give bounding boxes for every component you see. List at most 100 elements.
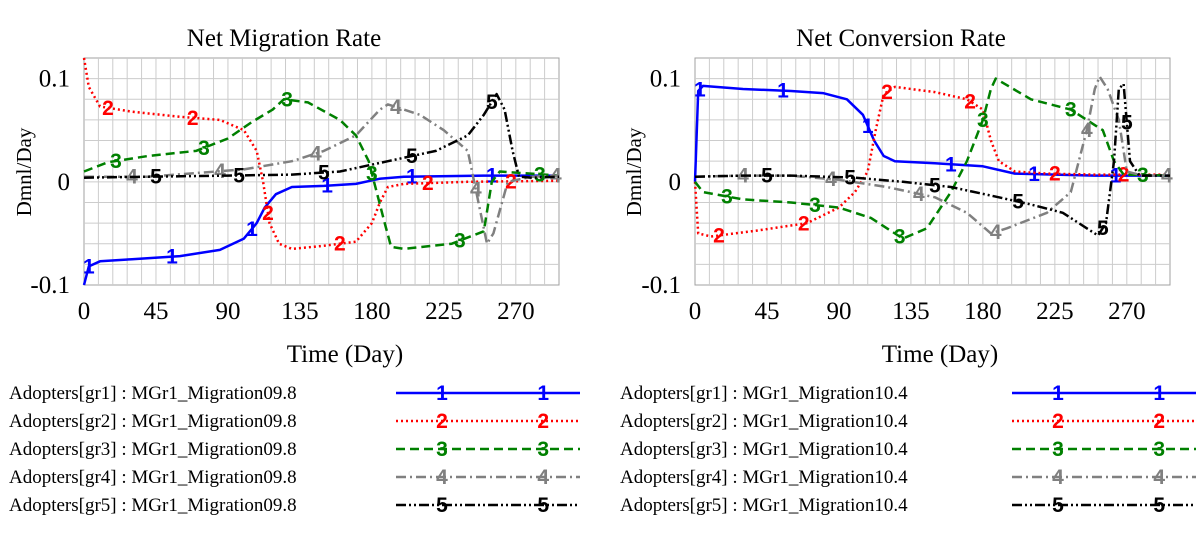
series-marker-4: 4 [825, 168, 837, 191]
series-line-5 [83, 92, 560, 179]
x-tick-label: 90 [826, 298, 851, 325]
legend-marker: 5 [1153, 494, 1165, 517]
series-marker-5: 5 [318, 162, 330, 185]
x-tick-label: 135 [892, 298, 930, 325]
series-marker-2: 2 [422, 172, 434, 195]
legend-marker: 1 [1153, 382, 1165, 405]
series-marker-1: 1 [406, 166, 418, 189]
legend-left: Adopters[gr1] : MGr1_Migration09.8 1 1 Adop… [9, 382, 580, 517]
x-axis-label: Time (Day) [882, 341, 998, 368]
legend-marker: 5 [1052, 494, 1064, 517]
series-marker-3: 3 [977, 109, 989, 132]
legend-marker: 5 [537, 494, 549, 517]
legend-item-2: Adopters[gr2] : MGr1_Migration10.4 2 2 [620, 410, 1196, 433]
legend-marker: 3 [1052, 438, 1064, 461]
series-marker-2: 2 [713, 224, 725, 247]
series-marker-1: 1 [1028, 163, 1040, 186]
x-axis-label: Time (Day) [287, 341, 403, 368]
x-tick-label: 0 [78, 298, 91, 325]
tick-labels: 0 45 90 135 180 225 270-0.100.1 [30, 66, 534, 325]
legend-marker: 5 [436, 494, 448, 517]
series-marker-2: 2 [102, 97, 114, 120]
series-marker-4: 4 [913, 183, 925, 206]
legend-label: Adopters[gr2] : MGr1_Migration10.4 [620, 411, 908, 432]
legend-marker: 1 [436, 382, 448, 405]
series-line-2 [693, 85, 1170, 238]
y-axis-label: Dmnl/Day [622, 127, 646, 216]
legend-marker: 2 [537, 410, 549, 433]
series-marker-5: 5 [233, 164, 245, 187]
series-line-3 [83, 98, 560, 251]
series-marker-4: 4 [550, 165, 562, 188]
x-tick-label: 225 [1036, 298, 1074, 325]
chart-net-migration: Net Migration Rate Dmnl/Day Time (Day) 0… [12, 25, 562, 368]
series-marker-2: 2 [262, 202, 274, 225]
legend-item-4: Adopters[gr4] : MGr1_Migration09.8 4 4 [9, 466, 580, 489]
y-tick-label: 0.1 [39, 66, 70, 93]
legend-label: Adopters[gr2] : MGr1_Migration09.8 [9, 411, 297, 432]
legend-label: Adopters[gr4] : MGr1_Migration09.8 [9, 467, 297, 488]
chart-title: Net Conversion Rate [796, 25, 1006, 52]
legend-item-5: Adopters[gr5] : MGr1_Migration10.4 5 5 [620, 494, 1196, 517]
series-marker-5: 5 [844, 167, 856, 190]
x-tick-label: 45 [754, 298, 779, 325]
series-marker-4: 4 [310, 142, 322, 165]
series-marker-5: 5 [406, 145, 418, 168]
series-marker-5: 5 [1012, 191, 1024, 214]
y-tick-label: 0 [58, 169, 71, 196]
series-marker-3: 3 [809, 194, 821, 217]
legend-item-3: Adopters[gr3] : MGr1_Migration09.8 3 3 [9, 438, 580, 461]
series-marker-1: 1 [246, 218, 258, 241]
legend-marker: 3 [1153, 438, 1165, 461]
series-line-4 [694, 75, 1170, 235]
series-marker-3: 3 [198, 137, 210, 160]
series-marker-2: 2 [798, 213, 810, 236]
grid-lines [695, 58, 1170, 285]
series-marker-1: 1 [321, 175, 333, 198]
series-line-1 [82, 174, 559, 286]
series-marker-5: 5 [150, 166, 162, 189]
legend-marker: 1 [537, 382, 549, 405]
series-marker-2: 2 [881, 81, 893, 104]
x-tick-label: 270 [1108, 298, 1146, 325]
series-marker-5: 5 [1121, 111, 1133, 134]
series-marker-1: 1 [945, 153, 957, 176]
legend-marker: 4 [1052, 466, 1064, 489]
legend-marker: 4 [537, 466, 549, 489]
y-tick-label: 0 [669, 169, 682, 196]
legend-marker: 3 [537, 438, 549, 461]
series-marker-3: 3 [721, 185, 733, 208]
x-tick-label: 180 [964, 298, 1002, 325]
series-marker-4: 4 [390, 96, 402, 119]
tick-labels: 0 45 90 135 180 225 270-0.100.1 [641, 66, 1145, 325]
legend-label: Adopters[gr5] : MGr1_Migration09.8 [9, 495, 297, 516]
legend-item-5: Adopters[gr5] : MGr1_Migration09.8 5 5 [9, 494, 580, 517]
series-marker-3: 3 [281, 89, 293, 112]
legend-label: Adopters[gr1] : MGr1_Migration09.8 [9, 383, 297, 404]
legend-item-3: Adopters[gr3] : MGr1_Migration10.4 3 3 [620, 438, 1196, 461]
series-marker-4: 4 [214, 160, 226, 183]
legend-label: Adopters[gr1] : MGr1_Migration10.4 [620, 383, 908, 404]
series-marker-5: 5 [761, 165, 773, 188]
chart-title: Net Migration Rate [187, 25, 381, 52]
series-marker-1: 1 [777, 80, 789, 103]
series-marker-5: 5 [486, 91, 498, 114]
legend-marker: 2 [1052, 410, 1064, 433]
series-marker-5: 5 [929, 174, 941, 197]
series-marker-1: 1 [1110, 165, 1122, 188]
legend-marker: 2 [436, 410, 448, 433]
legend-marker: 3 [436, 438, 448, 461]
x-tick-label: 0 [689, 298, 702, 325]
y-tick-label: -0.1 [641, 272, 681, 299]
series-line-5 [694, 82, 1170, 237]
legend-marker: 1 [1052, 382, 1064, 405]
series-marker-2: 2 [334, 233, 346, 256]
series-marker-1: 1 [694, 78, 706, 101]
series-line-4 [84, 103, 560, 245]
x-tick-label: 135 [281, 298, 319, 325]
y-axis-label: Dmnl/Day [12, 127, 36, 216]
series-line-1 [693, 84, 1170, 182]
